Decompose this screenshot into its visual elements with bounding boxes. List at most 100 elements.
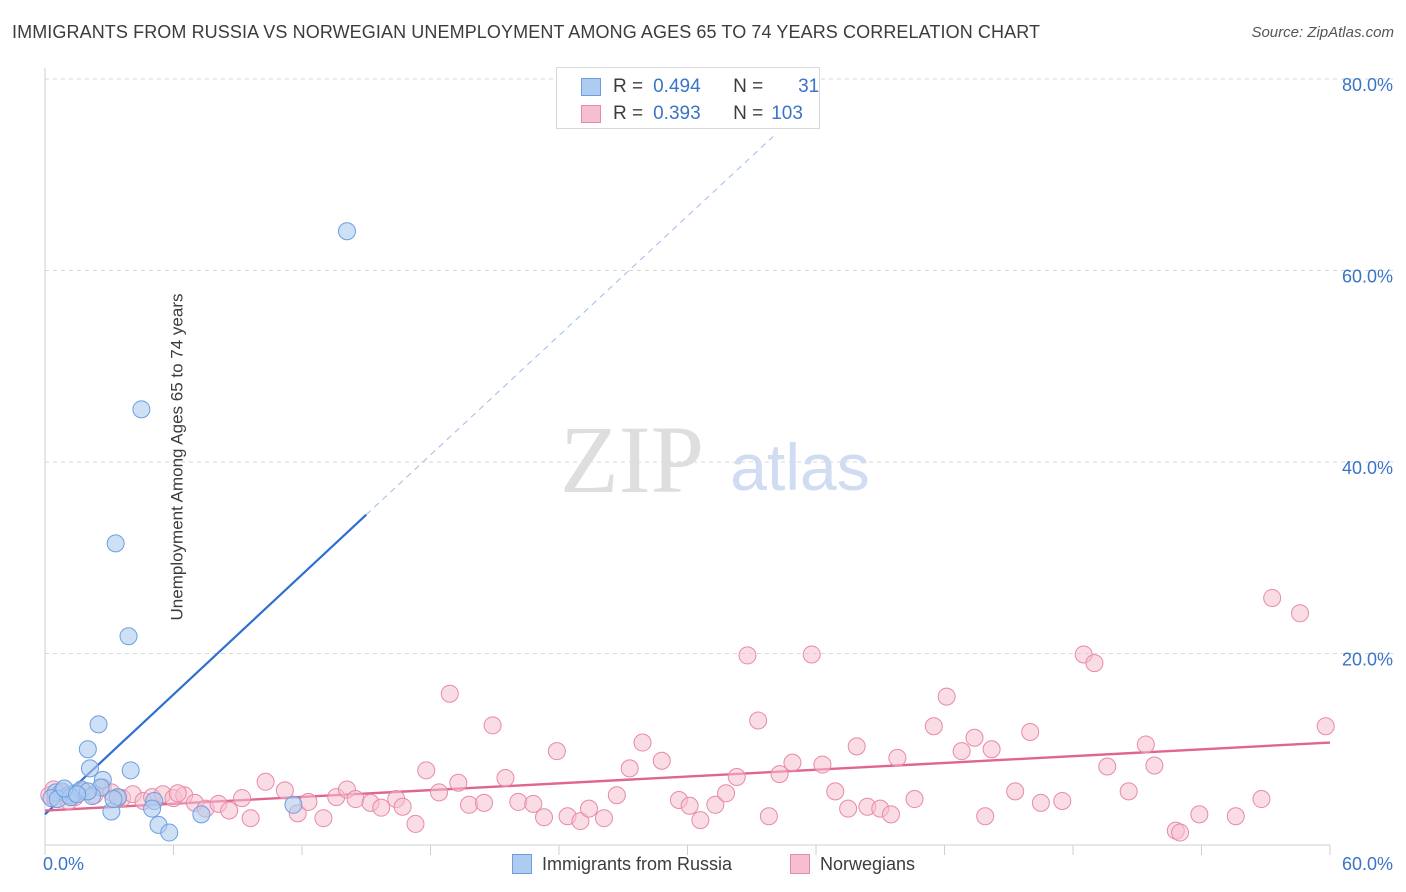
bottom-legend-label-immigrants: Immigrants from Russia bbox=[542, 853, 733, 874]
y-tick-label: 80.0% bbox=[1342, 75, 1393, 95]
point-norwegians bbox=[571, 812, 590, 831]
y-tick-label: 40.0% bbox=[1342, 458, 1393, 478]
legend-box: R = 0.494 N = 31 R = 0.393 N = 103 bbox=[556, 67, 820, 129]
point-norwegians bbox=[430, 783, 449, 802]
axes bbox=[44, 68, 1331, 855]
point-norwegians bbox=[406, 814, 425, 833]
point-norwegians bbox=[1021, 723, 1040, 742]
point-immigrants-from-russia bbox=[106, 534, 125, 553]
bottom-legend-swatch-pink bbox=[790, 854, 810, 874]
point-norwegians bbox=[1291, 604, 1310, 623]
point-norwegians bbox=[1098, 757, 1117, 776]
bottom-legend-norwegians: Norwegians bbox=[790, 852, 915, 876]
point-norwegians bbox=[691, 811, 710, 830]
point-norwegians bbox=[1119, 782, 1138, 801]
point-norwegians bbox=[1145, 756, 1164, 775]
series-immigrants-from-russia bbox=[42, 222, 356, 842]
legend-n-value: 31 bbox=[798, 76, 820, 97]
chart-title: IMMIGRANTS FROM RUSSIA VS NORWEGIAN UNEM… bbox=[12, 22, 1041, 42]
y-tick-label: 60.0% bbox=[1342, 267, 1393, 287]
legend-n-value: 103 bbox=[771, 103, 803, 124]
legend-swatch-blue bbox=[581, 78, 601, 96]
legend-row-immigrants: R = 0.494 N = 31 bbox=[581, 75, 819, 99]
point-norwegians bbox=[547, 742, 566, 761]
trend-lines bbox=[44, 136, 1331, 816]
source-label: Source: ZipAtlas.com bbox=[1251, 24, 1394, 41]
point-norwegians bbox=[1252, 790, 1271, 809]
bottom-legend-swatch-blue bbox=[512, 854, 532, 874]
point-norwegians bbox=[738, 646, 757, 665]
tick-labels: 20.0% 40.0% 60.0% 80.0% 0.0% 60.0% bbox=[43, 75, 1393, 874]
point-norwegians bbox=[594, 809, 613, 828]
point-norwegians bbox=[937, 687, 956, 706]
watermark-zip: ZIP bbox=[560, 406, 704, 513]
x-tick-label: 0.0% bbox=[43, 854, 84, 874]
point-norwegians bbox=[952, 742, 971, 761]
point-norwegians bbox=[1006, 782, 1025, 801]
legend-n-label: N = bbox=[733, 76, 764, 97]
point-immigrants-from-russia bbox=[121, 761, 140, 780]
series-norwegians bbox=[40, 588, 1335, 842]
point-norwegians bbox=[1171, 823, 1190, 842]
point-immigrants-from-russia bbox=[119, 627, 138, 646]
point-norwegians bbox=[1031, 793, 1050, 812]
point-norwegians bbox=[449, 773, 468, 792]
legend-r-label: R = bbox=[613, 103, 644, 124]
point-norwegians bbox=[620, 759, 639, 778]
point-immigrants-from-russia bbox=[192, 805, 211, 824]
watermark-atlas: atlas bbox=[730, 430, 869, 504]
point-norwegians bbox=[417, 761, 436, 780]
legend-r-value: 0.494 bbox=[653, 76, 701, 97]
point-norwegians bbox=[652, 751, 671, 770]
point-immigrants-from-russia bbox=[132, 400, 151, 419]
point-norwegians bbox=[633, 733, 652, 752]
point-norwegians bbox=[717, 784, 736, 803]
point-norwegians bbox=[475, 793, 494, 812]
point-norwegians bbox=[1136, 735, 1155, 754]
point-norwegians bbox=[826, 782, 845, 801]
point-norwegians bbox=[749, 711, 768, 730]
point-norwegians bbox=[1226, 807, 1245, 826]
point-norwegians bbox=[783, 753, 802, 772]
point-norwegians bbox=[759, 807, 778, 826]
point-norwegians bbox=[299, 792, 318, 811]
point-norwegians bbox=[982, 740, 1001, 759]
bottom-legend-immigrants: Immigrants from Russia bbox=[512, 852, 732, 876]
point-norwegians bbox=[770, 765, 789, 784]
legend-row-norwegians: R = 0.393 N = 103 bbox=[581, 102, 809, 126]
point-norwegians bbox=[256, 772, 275, 791]
point-norwegians bbox=[680, 796, 699, 815]
point-norwegians bbox=[496, 768, 515, 787]
point-norwegians bbox=[976, 807, 995, 826]
point-norwegians bbox=[607, 786, 626, 805]
bottom-legend-label-norwegians: Norwegians bbox=[820, 853, 916, 874]
point-norwegians bbox=[839, 799, 858, 818]
legend-r-value: 0.393 bbox=[653, 103, 701, 124]
point-norwegians bbox=[1263, 588, 1282, 607]
point-immigrants-from-russia bbox=[104, 790, 123, 809]
point-norwegians bbox=[241, 809, 260, 828]
point-norwegians bbox=[881, 805, 900, 824]
point-norwegians bbox=[905, 790, 924, 809]
point-norwegians bbox=[220, 801, 239, 820]
legend-n-label: N = bbox=[733, 103, 764, 124]
point-immigrants-from-russia bbox=[68, 785, 87, 804]
point-norwegians bbox=[802, 645, 821, 664]
legend-r-label: R = bbox=[613, 76, 644, 97]
point-immigrants-from-russia bbox=[89, 715, 108, 734]
point-immigrants-from-russia bbox=[143, 799, 162, 818]
point-norwegians bbox=[727, 768, 746, 787]
point-norwegians bbox=[460, 795, 479, 814]
point-norwegians bbox=[579, 799, 598, 818]
trend-line-norwegians bbox=[44, 741, 1331, 812]
point-norwegians bbox=[440, 684, 459, 703]
point-norwegians bbox=[483, 716, 502, 735]
point-norwegians bbox=[1190, 805, 1209, 824]
trend-line-immigrants bbox=[44, 513, 368, 816]
point-norwegians bbox=[168, 784, 187, 803]
trend-line-immigrants-extension bbox=[365, 136, 774, 516]
point-norwegians bbox=[888, 748, 907, 767]
y-tick-label: 20.0% bbox=[1342, 650, 1393, 670]
watermark: ZIP atlas bbox=[560, 406, 870, 513]
